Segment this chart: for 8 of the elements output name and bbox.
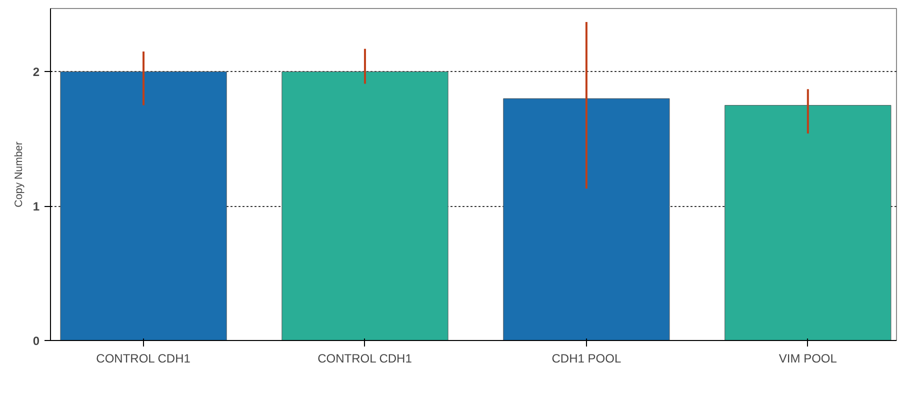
y-tick-label: 0 bbox=[32, 334, 40, 348]
x-tick-label: CONTROL CDH1 bbox=[96, 352, 191, 366]
y-tick-label: 1 bbox=[32, 200, 40, 214]
y-axis-title: Copy Number bbox=[12, 141, 25, 208]
x-tick-label: VIM POOL bbox=[778, 352, 838, 366]
y-tick-label: 2 bbox=[32, 65, 40, 80]
x-tick-label: CDH1 POOL bbox=[552, 352, 622, 366]
x-tick-label: CONTROL CDH1 bbox=[318, 352, 412, 366]
